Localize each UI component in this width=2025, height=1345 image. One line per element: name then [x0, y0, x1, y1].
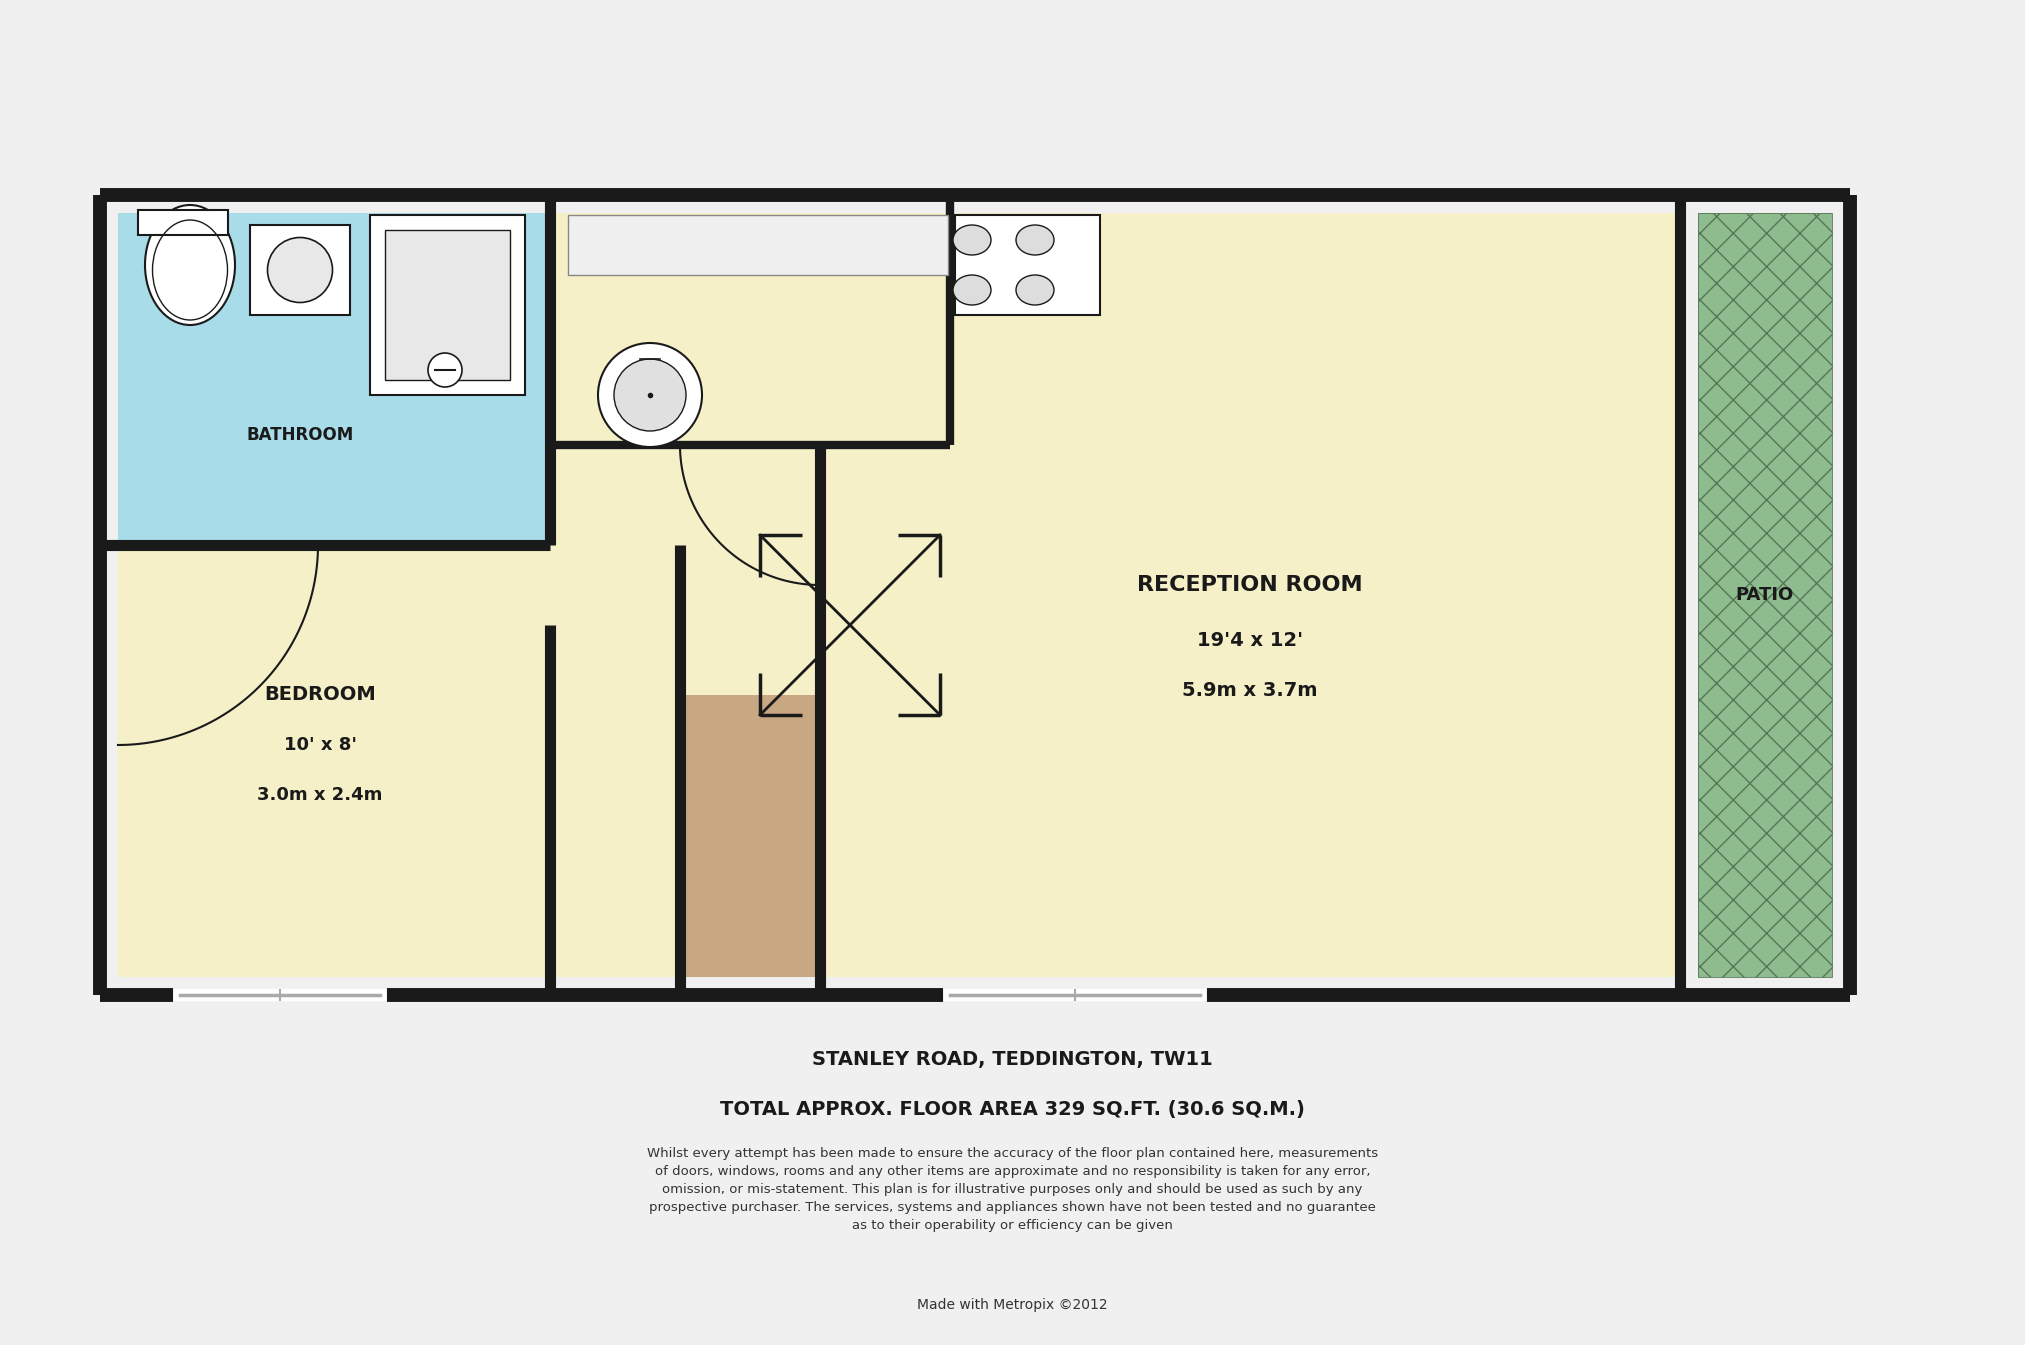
Circle shape	[427, 352, 462, 387]
Bar	[1699, 213, 1833, 976]
Text: TOTAL APPROX. FLOOR AREA 329 SQ.FT. (30.6 SQ.M.): TOTAL APPROX. FLOOR AREA 329 SQ.FT. (30.…	[721, 1100, 1304, 1119]
Bar	[138, 210, 229, 235]
Bar	[249, 225, 350, 315]
Ellipse shape	[954, 274, 990, 305]
Bar	[1699, 213, 1833, 976]
Text: 19'4 x 12': 19'4 x 12'	[1197, 631, 1302, 650]
Bar	[117, 545, 551, 976]
Text: 5.9m x 3.7m: 5.9m x 3.7m	[1183, 681, 1318, 699]
Bar	[371, 215, 524, 395]
Circle shape	[614, 359, 686, 430]
Bar	[385, 230, 510, 381]
Text: BATHROOM: BATHROOM	[247, 426, 354, 444]
Ellipse shape	[1017, 274, 1053, 305]
Text: 3.0m x 2.4m: 3.0m x 2.4m	[257, 785, 383, 804]
Ellipse shape	[954, 225, 990, 256]
Bar	[680, 695, 820, 976]
Bar	[551, 213, 1681, 976]
Ellipse shape	[146, 204, 235, 325]
Bar	[551, 213, 950, 445]
Text: 10' x 8': 10' x 8'	[284, 736, 356, 755]
Ellipse shape	[267, 238, 332, 303]
Bar	[567, 215, 948, 274]
Text: Made with Metropix ©2012: Made with Metropix ©2012	[917, 1298, 1108, 1311]
Circle shape	[597, 343, 703, 447]
Text: RECEPTION ROOM: RECEPTION ROOM	[1138, 576, 1363, 594]
Text: Whilst every attempt has been made to ensure the accuracy of the floor plan cont: Whilst every attempt has been made to en…	[646, 1147, 1379, 1232]
Text: PATIO: PATIO	[1735, 586, 1794, 604]
Text: BEDROOM: BEDROOM	[263, 686, 377, 705]
Bar	[117, 213, 551, 545]
Text: STANLEY ROAD, TEDDINGTON, TW11: STANLEY ROAD, TEDDINGTON, TW11	[812, 1050, 1213, 1069]
Bar	[956, 215, 1100, 315]
Ellipse shape	[1017, 225, 1053, 256]
